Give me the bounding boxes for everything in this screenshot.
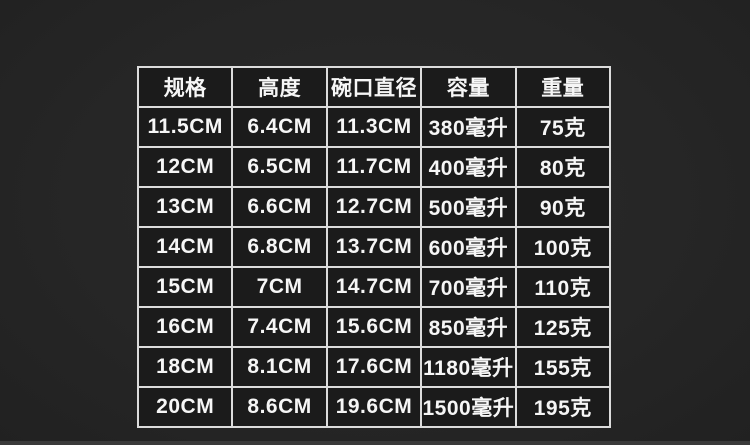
cell-weight: 80克 <box>514 146 612 188</box>
cell-height: 7CM <box>231 266 328 308</box>
table-row: 20CM 8.6CM 19.6CM 1500毫升 195克 <box>136 386 612 428</box>
cell-height: 7.4CM <box>231 306 328 348</box>
cell-spec: 15CM <box>136 266 234 308</box>
cell-weight: 195克 <box>514 386 612 428</box>
cell-spec: 16CM <box>136 306 234 348</box>
header-row: 规格 高度 碗口直径 容量 重量 <box>136 66 612 108</box>
cell-capacity: 500毫升 <box>420 186 517 228</box>
cell-height: 8.6CM <box>231 386 328 428</box>
cell-capacity: 380毫升 <box>420 106 517 148</box>
spec-table-body: 11.5CM 6.4CM 11.3CM 380毫升 75克 12CM 6.5CM… <box>136 106 612 428</box>
spec-table: 规格 高度 碗口直径 容量 重量 11.5CM 6.4CM 11.3CM 380… <box>136 66 612 428</box>
cell-spec: 14CM <box>136 226 234 268</box>
table-row: 13CM 6.6CM 12.7CM 500毫升 90克 <box>136 186 612 228</box>
header-cell-diameter: 碗口直径 <box>325 66 423 108</box>
cell-weight: 75克 <box>514 106 612 148</box>
cell-diameter: 11.7CM <box>325 146 423 188</box>
cell-spec: 12CM <box>136 146 234 188</box>
cell-capacity: 400毫升 <box>420 146 517 188</box>
cell-height: 6.5CM <box>231 146 328 188</box>
cell-weight: 155克 <box>514 346 612 388</box>
cell-capacity: 700毫升 <box>420 266 517 308</box>
cell-diameter: 11.3CM <box>325 106 423 148</box>
cell-weight: 100克 <box>514 226 612 268</box>
cell-diameter: 17.6CM <box>325 346 423 388</box>
cell-capacity: 1500毫升 <box>420 386 517 428</box>
table-row: 15CM 7CM 14.7CM 700毫升 110克 <box>136 266 612 308</box>
cell-height: 6.4CM <box>231 106 328 148</box>
header-cell-height: 高度 <box>231 66 328 108</box>
table-row: 12CM 6.5CM 11.7CM 400毫升 80克 <box>136 146 612 188</box>
cell-spec: 13CM <box>136 186 234 228</box>
cell-capacity: 1180毫升 <box>420 346 517 388</box>
cell-height: 6.8CM <box>231 226 328 268</box>
table-row: 11.5CM 6.4CM 11.3CM 380毫升 75克 <box>136 106 612 148</box>
cell-diameter: 13.7CM <box>325 226 423 268</box>
cell-weight: 125克 <box>514 306 612 348</box>
cell-spec: 18CM <box>136 346 234 388</box>
cell-spec: 11.5CM <box>136 106 234 148</box>
cell-weight: 110克 <box>514 266 612 308</box>
header-cell-spec: 规格 <box>136 66 234 108</box>
cell-weight: 90克 <box>514 186 612 228</box>
cell-capacity: 850毫升 <box>420 306 517 348</box>
cell-spec: 20CM <box>136 386 234 428</box>
table-row: 18CM 8.1CM 17.6CM 1180毫升 155克 <box>136 346 612 388</box>
table-row: 14CM 6.8CM 13.7CM 600毫升 100克 <box>136 226 612 268</box>
cell-diameter: 14.7CM <box>325 266 423 308</box>
header-cell-capacity: 容量 <box>420 66 517 108</box>
spec-table-header: 规格 高度 碗口直径 容量 重量 <box>136 66 612 108</box>
bottom-strip <box>0 441 750 445</box>
cell-diameter: 12.7CM <box>325 186 423 228</box>
header-cell-weight: 重量 <box>514 66 612 108</box>
cell-capacity: 600毫升 <box>420 226 517 268</box>
cell-height: 6.6CM <box>231 186 328 228</box>
cell-diameter: 19.6CM <box>325 386 423 428</box>
cell-height: 8.1CM <box>231 346 328 388</box>
cell-diameter: 15.6CM <box>325 306 423 348</box>
table-row: 16CM 7.4CM 15.6CM 850毫升 125克 <box>136 306 612 348</box>
